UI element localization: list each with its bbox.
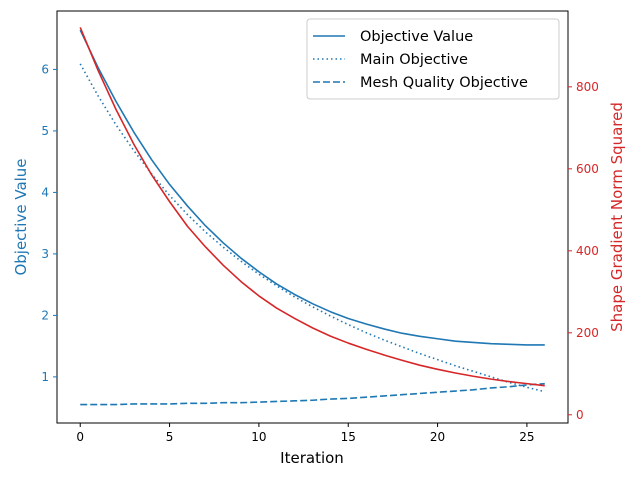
y-right-tick-label: 800 — [576, 80, 599, 94]
y-right-axis-label: Shape Gradient Norm Squared — [608, 102, 626, 332]
legend-label-main-objective: Main Objective — [360, 52, 468, 68]
y-right-tick-label: 400 — [576, 244, 599, 258]
x-axis-ticks: 0 5 10 15 20 25 — [76, 423, 535, 444]
series-layer — [79, 27, 545, 406]
legend-label-mesh-quality-objective: Mesh Quality Objective — [360, 75, 528, 91]
x-axis-label: Iteration — [280, 449, 344, 467]
x-tick-label: 5 — [166, 430, 174, 444]
y-left-tick-label: 6 — [41, 62, 49, 76]
y-right-axis-ticks: 0 200 400 600 800 — [568, 80, 599, 422]
y-right-tick-label: 600 — [576, 162, 599, 176]
legend-box — [306, 18, 560, 100]
y-left-axis-ticks: 1 2 3 4 5 6 — [41, 62, 57, 384]
series-line-main-objective — [79, 63, 545, 393]
y-left-tick-label: 2 — [41, 308, 49, 322]
plot-frame — [56, 10, 569, 424]
y-left-tick-label: 1 — [41, 370, 49, 384]
x-tick-label: 15 — [341, 430, 356, 444]
y-left-tick-label: 5 — [41, 124, 49, 138]
series-line-right-axis-3 — [79, 27, 545, 387]
y-right-tick-label: 200 — [576, 326, 599, 340]
x-tick-label: 20 — [430, 430, 445, 444]
x-tick-label: 0 — [76, 430, 84, 444]
legend: Objective Value Main Objective Mesh Qual… — [306, 18, 560, 100]
y-left-axis-label: Objective Value — [12, 158, 30, 275]
y-right-tick-label: 0 — [576, 408, 584, 422]
x-tick-label: 10 — [251, 430, 266, 444]
y-left-tick-label: 3 — [41, 247, 49, 261]
series-line-objective-value — [79, 29, 545, 346]
y-left-tick-label: 4 — [41, 185, 49, 199]
series-line-mesh-quality-objective — [80, 382, 545, 406]
legend-label-objective-value: Objective Value — [360, 29, 473, 45]
x-tick-label: 25 — [519, 430, 534, 444]
